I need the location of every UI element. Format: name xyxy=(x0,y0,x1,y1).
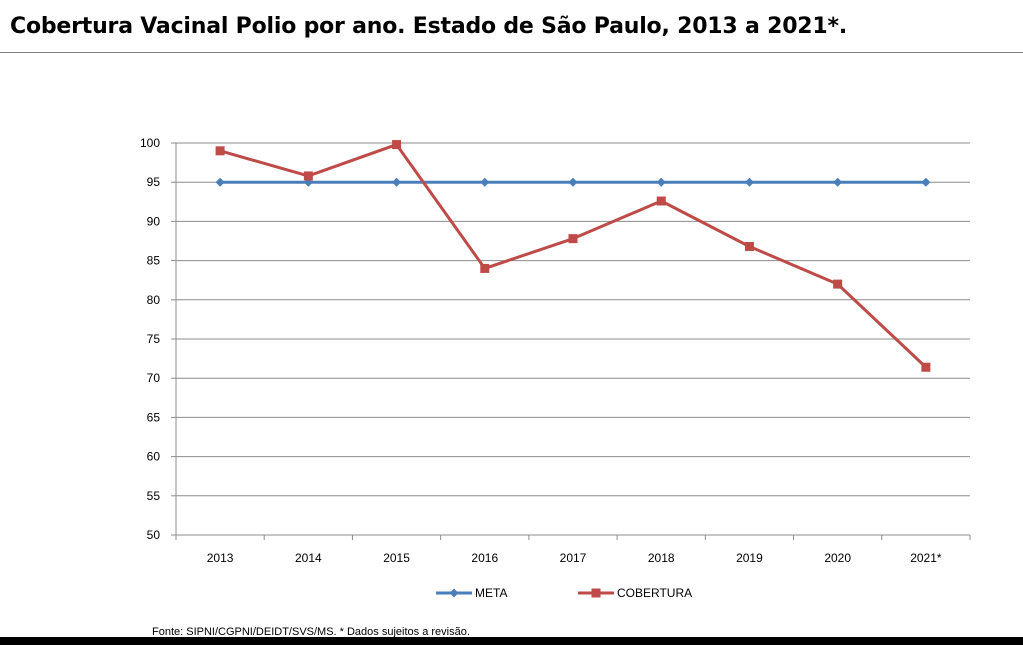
point-cobertura-2016 xyxy=(480,263,490,273)
y-tick-label-95: 95 xyxy=(147,175,161,189)
point-meta-2018 xyxy=(656,177,666,187)
y-tick-label-65: 65 xyxy=(147,410,161,424)
x-tick-label-2017: 2017 xyxy=(560,551,587,565)
x-tick-label-2013: 2013 xyxy=(207,551,234,565)
point-cobertura-2015 xyxy=(392,140,402,150)
x-tick-label-2020: 2020 xyxy=(824,551,851,565)
point-cobertura-2019 xyxy=(744,241,754,251)
point-meta-2013 xyxy=(215,177,225,187)
x-tick-label-2021: 2021* xyxy=(910,551,942,565)
point-meta-2021 xyxy=(921,177,931,187)
y-tick-label-75: 75 xyxy=(147,332,161,346)
point-cobertura-2013 xyxy=(215,146,225,156)
y-tick-label-70: 70 xyxy=(147,371,161,385)
point-meta-2015 xyxy=(392,177,402,187)
x-tick-label-2019: 2019 xyxy=(736,551,763,565)
point-cobertura-2017 xyxy=(568,234,578,244)
point-meta-2017 xyxy=(568,177,578,187)
x-axis-tick-labels: 2013 2014 2015 2016 2017 2018 2019 2020 2021* xyxy=(207,551,942,565)
legend-marker-meta xyxy=(449,588,459,598)
y-tick-label-55: 55 xyxy=(147,489,161,503)
title-divider xyxy=(0,52,1023,53)
data-series xyxy=(215,140,931,372)
legend: META COBERTURA xyxy=(436,586,692,600)
page-title: Cobertura Vacinal Polio por ano. Estado … xyxy=(10,14,847,39)
x-tick-label-2018: 2018 xyxy=(648,551,675,565)
source-note: Fonte: SIPNI/CGPNI/DEIDT/SVS/MS. * Dados… xyxy=(152,626,470,638)
point-meta-2019 xyxy=(744,177,754,187)
y-tick-label-50: 50 xyxy=(147,528,161,542)
legend-label-meta: META xyxy=(475,586,507,600)
point-cobertura-2020 xyxy=(833,279,843,289)
point-cobertura-2021 xyxy=(921,362,931,372)
x-tick-label-2014: 2014 xyxy=(295,551,322,565)
point-meta-2020 xyxy=(833,177,843,187)
x-tick-label-2015: 2015 xyxy=(383,551,410,565)
x-tick-label-2016: 2016 xyxy=(471,551,498,565)
point-cobertura-2014 xyxy=(303,171,313,181)
y-tick-label-100: 100 xyxy=(140,136,160,150)
legend-label-cobertura: COBERTURA xyxy=(617,586,692,600)
y-tick-label-60: 60 xyxy=(147,450,161,464)
point-cobertura-2018 xyxy=(656,196,666,206)
legend-marker-cobertura xyxy=(591,588,601,598)
y-tick-label-90: 90 xyxy=(147,214,161,228)
y-tick-label-80: 80 xyxy=(147,293,161,307)
y-axis-tick-labels: 50 55 60 65 70 75 80 85 90 95 100 xyxy=(140,136,160,542)
axes xyxy=(171,142,971,540)
point-meta-2016 xyxy=(480,177,490,187)
bottom-bar xyxy=(0,637,1023,645)
y-tick-label-85: 85 xyxy=(147,254,161,268)
gridlines xyxy=(176,142,970,497)
